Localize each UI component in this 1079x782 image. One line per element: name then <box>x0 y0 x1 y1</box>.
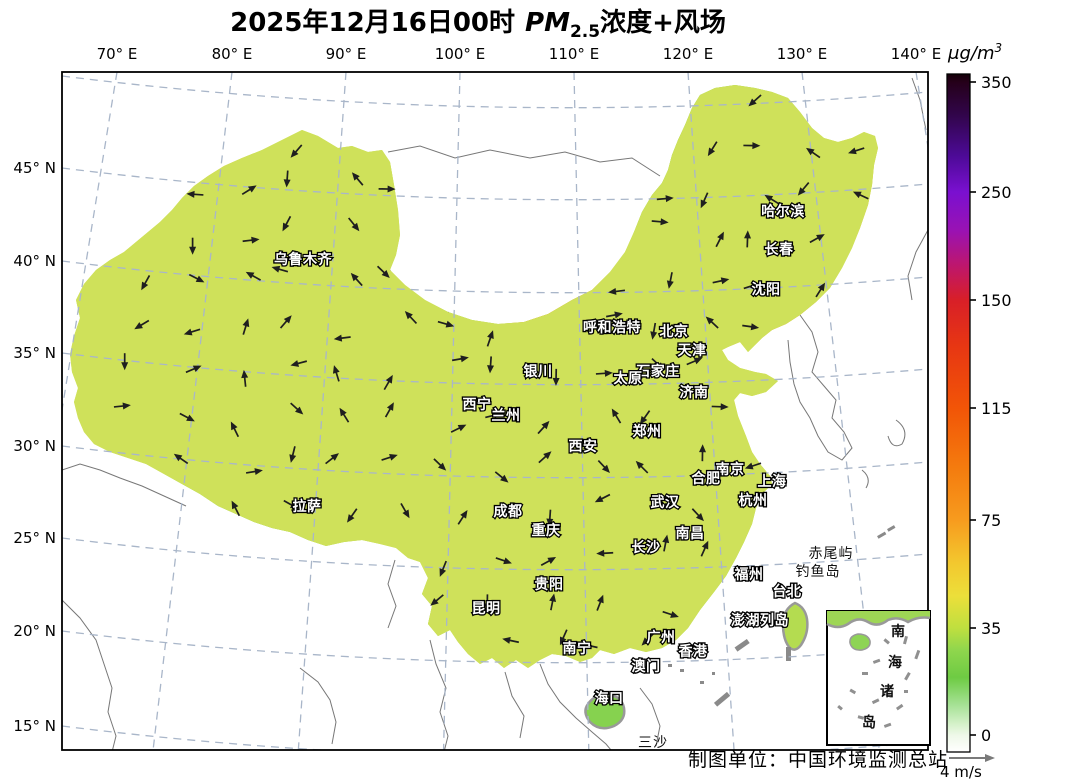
city-label: 拉萨 <box>293 498 322 515</box>
latitude-tick-label: 40° N <box>13 252 56 270</box>
colorbar-tick-label: 35 <box>981 619 1001 638</box>
map-frame <box>61 71 929 751</box>
inset-sea-label: 南 <box>891 623 905 640</box>
latitude-axis-labels: 45° N 40° N 35° N 30° N 25° N 20° N 15° N <box>13 159 56 735</box>
latitude-tick-label: 30° N <box>13 437 56 455</box>
small-islands <box>668 525 896 707</box>
latitude-tick-label: 20° N <box>13 622 56 640</box>
city-label: 昆明 <box>472 601 501 617</box>
city-label: 长春 <box>765 241 794 258</box>
latitude-tick-label: 35° N <box>13 344 56 362</box>
city-label: 沈阳 <box>752 281 781 298</box>
city-label: 兰州 <box>492 407 521 424</box>
longitude-tick-label: 110° E <box>549 45 599 63</box>
taiwan-island <box>781 601 809 651</box>
city-label: 济南 <box>680 384 709 401</box>
city-label: 太原 <box>614 370 643 387</box>
colorbar-tick-label: 350 <box>981 73 1012 92</box>
city-label: 台北 <box>773 583 802 600</box>
city-label: 天津 <box>678 342 707 359</box>
longitude-tick-label: 80° E <box>212 45 253 63</box>
colorbar-unit-label: μg/m3 <box>947 41 1002 64</box>
longitude-axis-labels: 70° E 80° E 90° E 100° E 110° E 120° E 130° E 1… <box>97 45 942 63</box>
city-label: 武汉 <box>651 494 680 511</box>
city-label: 南京 <box>716 461 745 478</box>
colorbar-tick-label: 150 <box>981 291 1012 310</box>
city-label: 贵阳 <box>535 576 564 593</box>
city-label: 石家庄 <box>635 363 680 380</box>
page-title: 2025年12月16日00时 PM2.5浓度+风场 <box>230 7 726 42</box>
city-label: 福州 <box>734 566 764 583</box>
colorbar-tick-label: 0 <box>981 726 991 745</box>
longitude-tick-label: 70° E <box>97 45 138 63</box>
city-label: 澳门 <box>632 658 661 675</box>
city-label: 哈尔滨 <box>761 203 805 220</box>
wind-legend-arrow <box>949 754 995 762</box>
wind-legend-label: 4 m/s <box>940 763 982 781</box>
city-label: 重庆 <box>532 522 561 539</box>
city-label: 澎湖列岛 <box>731 612 789 629</box>
city-label: 西安 <box>569 438 598 455</box>
caption: 制图单位：中国环境监测总站 <box>688 749 948 771</box>
city-label: 南昌 <box>676 525 705 542</box>
city-label: 杭州 <box>739 492 768 509</box>
longitude-tick-label: 130° E <box>777 45 827 63</box>
inset-sea-label: 诸 <box>880 683 894 700</box>
wind-speed-legend: 4 m/s <box>940 754 995 781</box>
city-label: 长沙 <box>632 539 661 556</box>
colorbar-tick-label: 250 <box>981 183 1012 202</box>
longitude-tick-label: 140° E <box>891 45 941 63</box>
city-label: 银川 <box>524 363 553 380</box>
city-label: 北京 <box>660 323 689 340</box>
city-label: 上海 <box>758 473 787 490</box>
sea-island-label: 钓鱼岛 <box>796 563 841 580</box>
inset-sea-label: 岛 <box>862 714 876 731</box>
longitude-tick-label: 120° E <box>663 45 713 63</box>
inset-islands <box>837 635 921 728</box>
latitude-tick-label: 45° N <box>13 159 56 177</box>
colorbar-tick-label: 115 <box>981 399 1012 418</box>
longitude-tick-label: 100° E <box>435 45 485 63</box>
colorbar-tick-label: 75 <box>981 511 1001 530</box>
city-label: 合肥 <box>692 470 721 487</box>
inset-sea-label: 海 <box>888 654 902 671</box>
hainan-island <box>584 692 626 730</box>
city-label: 成都 <box>494 503 523 520</box>
city-label: 呼和浩特 <box>583 319 641 336</box>
city-label: 南宁 <box>563 640 592 657</box>
city-label: 广州 <box>647 629 676 646</box>
city-label: 郑州 <box>633 423 662 440</box>
city-label: 西宁 <box>463 396 492 413</box>
city-label: 乌鲁木齐 <box>274 251 332 268</box>
sea-island-label: 赤尾屿 <box>809 546 854 562</box>
city-label: 香港 <box>678 643 708 660</box>
city-label: 海口 <box>595 690 624 707</box>
longitude-tick-label: 90° E <box>326 45 367 63</box>
latitude-tick-label: 15° N <box>13 717 56 735</box>
sea-island-label: 三沙 <box>638 735 668 751</box>
latitude-tick-label: 25° N <box>13 529 56 547</box>
